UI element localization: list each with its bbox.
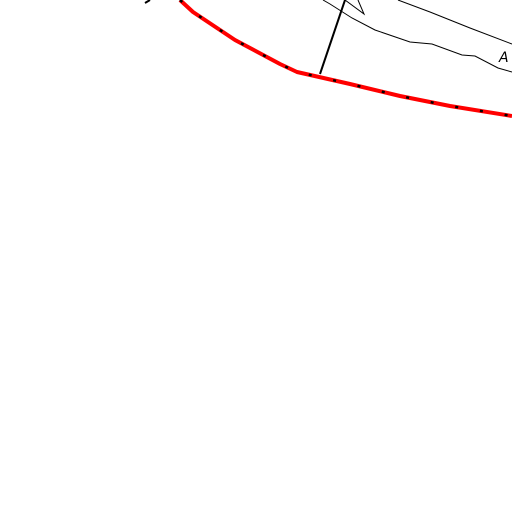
direction-marker (344, 0, 366, 16)
thin-road-line-upper (322, 0, 512, 73)
top-left-tick (144, 0, 151, 4)
boundary-line-dashes (179, 0, 512, 118)
connector-line (319, 0, 346, 75)
boundary-line-red (178, 0, 512, 118)
road-label: A (498, 50, 509, 66)
thin-road-line-right (397, 0, 512, 45)
